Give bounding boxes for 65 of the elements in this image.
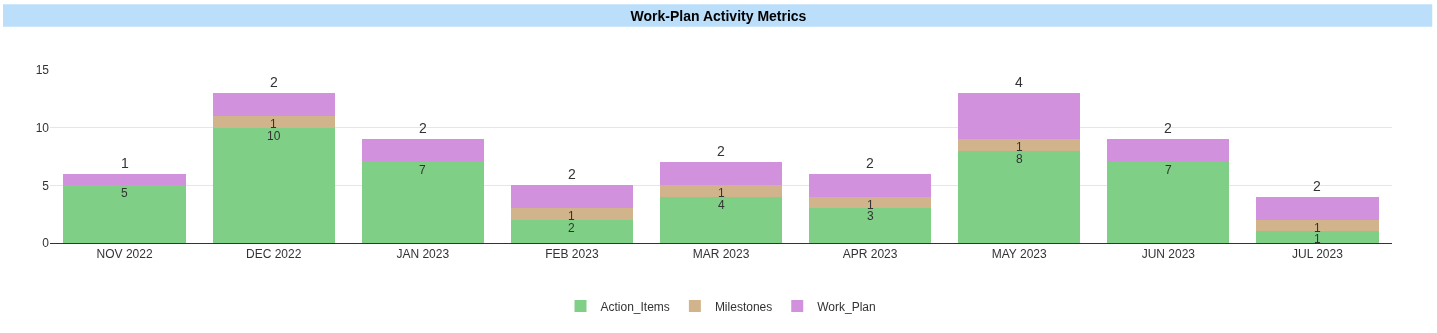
bar	[659, 162, 783, 186]
bar	[1256, 219, 1379, 232]
x-tick-label: JUN 2023	[1141, 247, 1196, 262]
data-label: 4	[718, 198, 725, 212]
data-label: 2	[717, 143, 725, 159]
x-tick-label: MAR 2023	[692, 247, 750, 262]
bar	[361, 139, 484, 163]
data-label: 1	[568, 209, 575, 223]
data-label: 1	[1016, 140, 1023, 154]
bar	[63, 173, 186, 186]
y-tick-label: 0	[42, 236, 50, 251]
x-tick-label: FEB 2023	[545, 247, 599, 262]
bar	[212, 127, 335, 243]
data-label: 1	[121, 155, 129, 171]
bar	[808, 196, 932, 209]
x-tick-label: NOV 2022	[96, 247, 153, 262]
data-label: 2	[270, 74, 278, 90]
data-label: 2	[1313, 178, 1321, 194]
data-label: 2	[866, 155, 874, 171]
x-tick-label: JUL 2023	[1291, 247, 1344, 262]
data-label: 2	[1164, 120, 1172, 136]
legend-label: Work_Plan	[817, 299, 876, 314]
bar	[808, 173, 932, 197]
y-tick-label: 10	[35, 120, 50, 135]
bar	[361, 162, 484, 243]
bar	[1256, 196, 1379, 220]
chart-title: Work-Plan Activity Metrics	[630, 7, 807, 24]
bar	[659, 196, 783, 243]
data-label: 8	[1016, 152, 1023, 166]
y-tick-label: 5	[42, 178, 50, 193]
legend-label: Milestones	[714, 299, 773, 314]
x-tick-label: MAY 2023	[991, 247, 1047, 262]
bar	[659, 185, 783, 197]
bar	[808, 208, 932, 243]
bar	[958, 93, 1081, 140]
data-label: 4	[1015, 74, 1023, 90]
data-label: 2	[568, 166, 576, 182]
data-label: 7	[419, 163, 426, 177]
data-label: 7	[1165, 163, 1172, 177]
legend-label: Action_Items	[600, 299, 670, 314]
bar	[1107, 139, 1230, 163]
bar	[1256, 231, 1379, 243]
bar	[63, 185, 186, 243]
data-label: 2	[419, 120, 427, 136]
data-label: 3	[867, 209, 874, 223]
data-label: 2	[568, 221, 575, 235]
x-tick-label: APR 2023	[842, 247, 898, 262]
data-label: 1	[1314, 221, 1321, 235]
x-tick-label: JAN 2023	[396, 247, 450, 262]
data-label: 1	[718, 186, 725, 200]
data-label: 1	[867, 198, 874, 212]
bar	[958, 150, 1081, 243]
x-tick-label: DEC 2022	[245, 247, 302, 262]
data-label: 10	[267, 129, 281, 143]
bar	[510, 185, 634, 209]
bar	[212, 93, 335, 117]
bar	[958, 139, 1081, 151]
y-tick-label: 15	[35, 63, 50, 78]
data-label: 5	[121, 186, 128, 200]
bar	[212, 116, 335, 128]
data-label: 1	[1314, 232, 1321, 246]
bar	[510, 208, 634, 220]
bar	[1107, 162, 1230, 243]
bar	[510, 219, 634, 243]
data-label: 1	[270, 117, 277, 131]
